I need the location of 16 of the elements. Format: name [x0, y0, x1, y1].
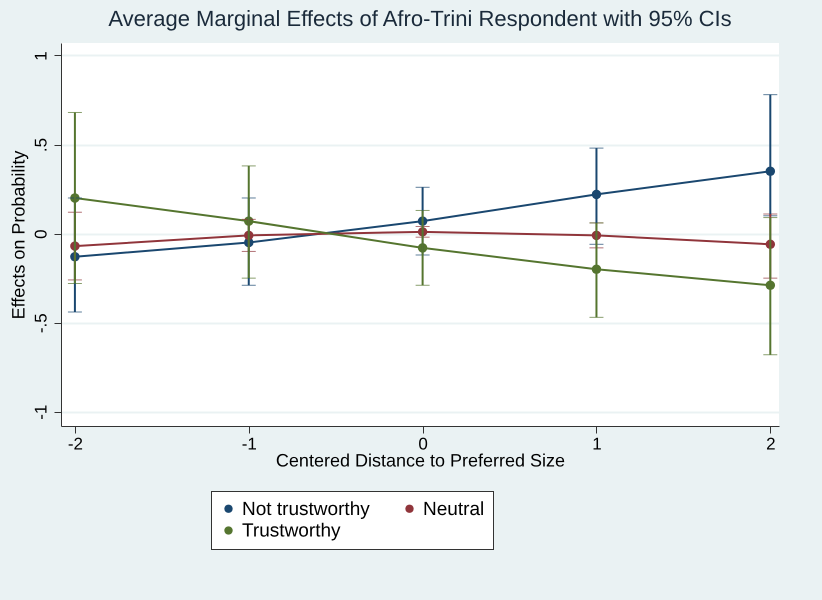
y-tick-label: -1: [32, 404, 50, 420]
y-tick-label: 1: [32, 51, 50, 61]
y-tick-label: 0: [32, 229, 50, 239]
chart-title: Average Marginal Effects of Afro-Trini Respondent with 95% CIs: [108, 6, 732, 31]
y-tick-label: .5: [32, 138, 50, 152]
x-tick-label: -1: [242, 434, 257, 454]
x-tick-label: 0: [418, 434, 428, 454]
legend-label: Trustworthy: [242, 520, 342, 542]
y-axis-title: Effects on Probability: [8, 150, 28, 320]
y-tick-label: -.5: [32, 313, 50, 334]
x-tick-label: 2: [766, 434, 776, 454]
x-tick-label: 1: [592, 434, 602, 454]
legend-label: Not trustworthy: [242, 498, 370, 520]
legend-label: Neutral: [423, 498, 484, 520]
x-tick-label: -2: [68, 434, 83, 454]
x-axis-title: Centered Distance to Preferred Size: [276, 450, 566, 470]
